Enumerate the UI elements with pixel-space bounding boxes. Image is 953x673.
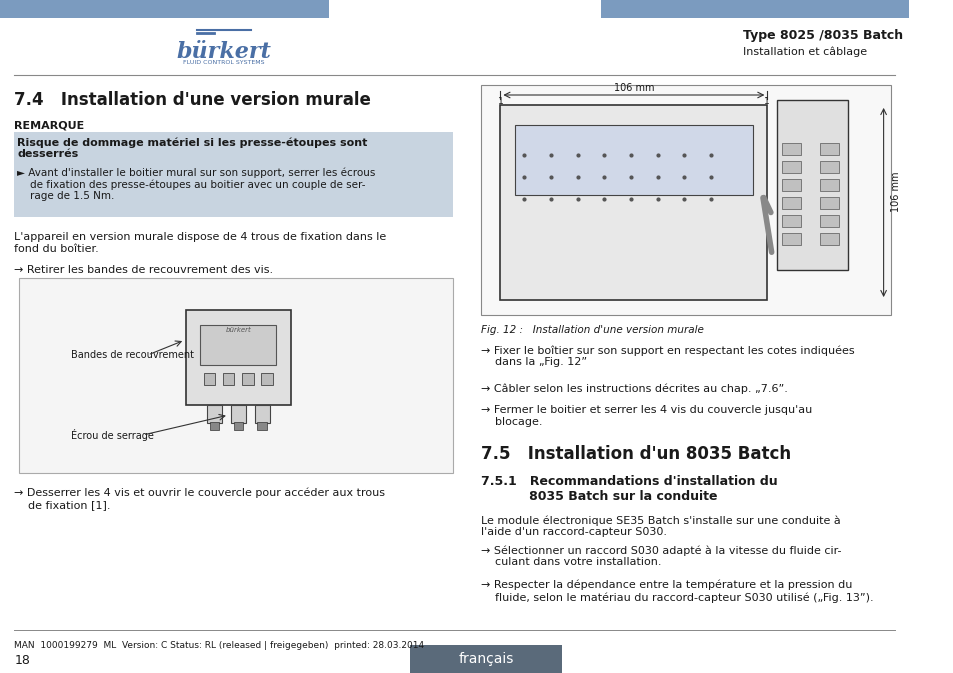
Bar	[781, 179, 800, 191]
Bar	[200, 325, 276, 365]
Text: Bandes de recouvrement: Bandes de recouvrement	[71, 350, 194, 360]
Bar	[254, 405, 270, 423]
Text: REMARQUE: REMARQUE	[14, 120, 85, 130]
Text: 106 mm: 106 mm	[613, 83, 654, 93]
Text: → Desserrer les 4 vis et ouvrir le couvercle pour accéder aux trous
    de fixat: → Desserrer les 4 vis et ouvrir le couve…	[14, 488, 385, 510]
Text: bürkert: bürkert	[176, 41, 272, 63]
Bar	[819, 233, 838, 245]
Bar	[207, 405, 222, 423]
Text: 7.4   Installation d'une version murale: 7.4 Installation d'une version murale	[14, 91, 371, 109]
Text: MAN  1000199279  ML  Version: C Status: RL (released | freigegeben)  printed: 28: MAN 1000199279 ML Version: C Status: RL …	[14, 641, 424, 649]
Text: → Fixer le boîtier sur son support en respectant les cotes indiquées
    dans la: → Fixer le boîtier sur son support en re…	[481, 345, 854, 367]
Text: 1: 1	[763, 98, 769, 106]
Text: → Respecter la dépendance entre la température et la pression du
    fluide, sel: → Respecter la dépendance entre la tempé…	[481, 580, 873, 603]
Bar	[819, 161, 838, 173]
Text: → Câbler selon les instructions décrites au chap. „7.6”.: → Câbler selon les instructions décrites…	[481, 383, 787, 394]
Text: Risque de dommage matériel si les presse-étoupes sont
desserrés: Risque de dommage matériel si les presse…	[17, 137, 367, 159]
Bar	[481, 85, 890, 315]
Bar	[781, 233, 800, 245]
Bar	[819, 215, 838, 227]
Bar	[257, 422, 267, 430]
Text: français: français	[458, 652, 514, 666]
Bar	[186, 310, 291, 405]
Bar	[14, 132, 453, 217]
Bar	[261, 373, 273, 385]
Bar	[210, 422, 219, 430]
Text: FLUID CONTROL SYSTEMS: FLUID CONTROL SYSTEMS	[183, 61, 265, 65]
Text: Installation et câblage: Installation et câblage	[742, 46, 866, 57]
Text: Type 8025 /8035 Batch: Type 8025 /8035 Batch	[742, 28, 902, 42]
Bar	[781, 161, 800, 173]
Text: → Fermer le boitier et serrer les 4 vis du couvercle jusqu'au
    blocage.: → Fermer le boitier et serrer les 4 vis …	[481, 405, 812, 427]
Bar	[410, 645, 562, 673]
Text: 7.5   Installation d'un 8035 Batch: 7.5 Installation d'un 8035 Batch	[481, 445, 791, 463]
Text: ► Avant d'installer le boitier mural sur son support, serrer les écrous
    de f: ► Avant d'installer le boitier mural sur…	[17, 167, 375, 201]
Bar	[819, 179, 838, 191]
Text: 7.5.1   Recommandations d'installation du
           8035 Batch sur la conduite: 7.5.1 Recommandations d'installation du …	[481, 475, 778, 503]
Text: Écrou de serrage: Écrou de serrage	[71, 429, 154, 441]
Text: → Sélectionner un raccord S030 adapté à la vitesse du fluide cir-
    culant dan: → Sélectionner un raccord S030 adapté à …	[481, 545, 841, 567]
Text: L'appareil en version murale dispose de 4 trous de fixation dans le
fond du boît: L'appareil en version murale dispose de …	[14, 232, 386, 254]
Bar	[242, 373, 253, 385]
Bar	[231, 405, 246, 423]
Bar	[599, 0, 908, 18]
Text: 18: 18	[14, 653, 30, 666]
Bar	[819, 143, 838, 155]
Bar	[819, 197, 838, 209]
Text: 1: 1	[497, 98, 503, 106]
Bar	[233, 422, 243, 430]
Text: bürkert: bürkert	[225, 327, 251, 333]
Bar	[781, 215, 800, 227]
Bar	[19, 278, 453, 473]
Text: 106 mm: 106 mm	[890, 172, 901, 212]
Bar	[500, 105, 766, 300]
Text: → Retirer les bandes de recouvrement des vis.: → Retirer les bandes de recouvrement des…	[14, 265, 274, 275]
Bar	[515, 125, 752, 195]
Text: Le module électronique SE35 Batch s'installe sur une conduite à
l'aide d'un racc: Le module électronique SE35 Batch s'inst…	[481, 515, 841, 537]
Bar	[0, 0, 329, 18]
Bar	[781, 197, 800, 209]
Bar	[204, 373, 215, 385]
Text: Fig. 12 :   Installation d'une version murale: Fig. 12 : Installation d'une version mur…	[481, 325, 703, 335]
Bar	[223, 373, 234, 385]
Bar	[781, 143, 800, 155]
Bar	[776, 100, 847, 270]
